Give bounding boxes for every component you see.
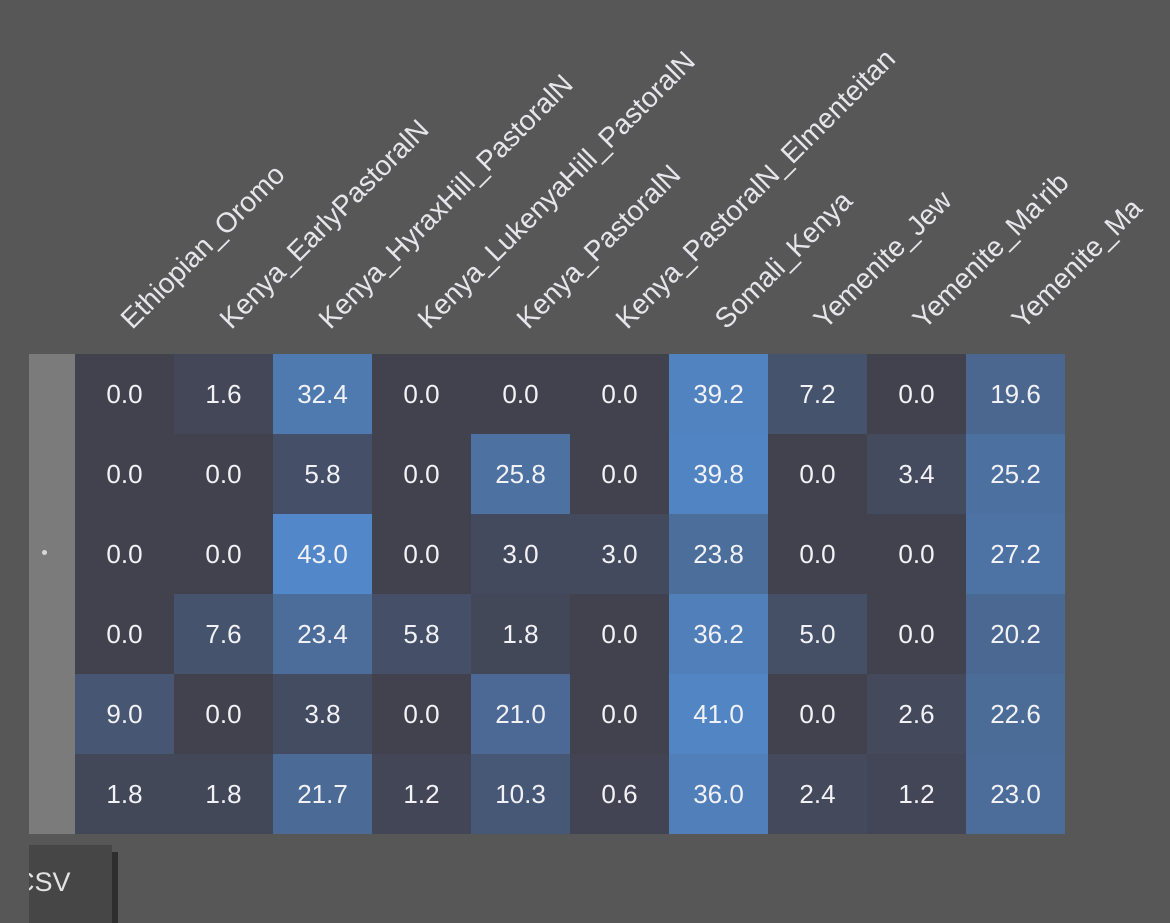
heatmap-cell: 25.2: [966, 434, 1065, 514]
heatmap-cell: 0.0: [768, 514, 867, 594]
heatmap-cell: 0.0: [570, 594, 669, 674]
heatmap-cell: 9.0: [75, 674, 174, 754]
heatmap-cell: 3.8: [273, 674, 372, 754]
heatmap-cell: 1.8: [174, 754, 273, 834]
heatmap-cell: 0.0: [174, 434, 273, 514]
heatmap-cell: 39.2: [669, 354, 768, 434]
heatmap-cell: 36.2: [669, 594, 768, 674]
heatmap-cell: 27.2: [966, 514, 1065, 594]
heatmap-cell: 36.0: [669, 754, 768, 834]
heatmap-cell: 0.0: [372, 514, 471, 594]
heatmap-cell: 0.6: [570, 754, 669, 834]
heatmap-cell: 2.4: [768, 754, 867, 834]
heatmap-cell: 3.0: [471, 514, 570, 594]
heatmap-cell: 0.0: [75, 514, 174, 594]
heatmap-cell: 22.6: [966, 674, 1065, 754]
heatmap-cell: 41.0: [669, 674, 768, 754]
heatmap-cell: 1.8: [471, 594, 570, 674]
heatmap-cell: 3.0: [570, 514, 669, 594]
heatmap-cell: 0.0: [867, 514, 966, 594]
column-header: Ethiopian_Oromo: [114, 158, 291, 335]
heatmap-cell: 5.0: [768, 594, 867, 674]
heatmap-cell: 21.7: [273, 754, 372, 834]
heatmap-cell: 43.0: [273, 514, 372, 594]
heatmap-cell: 0.0: [372, 434, 471, 514]
csv-button-label: CSV: [29, 867, 71, 897]
heatmap-cell: 20.2: [966, 594, 1065, 674]
heatmap-cell: 0.0: [570, 434, 669, 514]
heatmap-cell: 0.0: [174, 514, 273, 594]
heatmap-cell: 1.2: [372, 754, 471, 834]
heatmap-cell: 0.0: [75, 434, 174, 514]
heatmap-cell: 2.6: [867, 674, 966, 754]
heatmap-cell: 0.0: [570, 354, 669, 434]
heatmap-cell: 0.0: [768, 434, 867, 514]
heatmap-cell: 1.6: [174, 354, 273, 434]
row-marker-dot: [42, 550, 47, 555]
heatmap-cell: 23.0: [966, 754, 1065, 834]
heatmap-cell: 0.0: [867, 354, 966, 434]
heatmap-cell: 25.8: [471, 434, 570, 514]
heatmap-cell: 0.0: [867, 594, 966, 674]
heatmap-cell: 0.0: [372, 354, 471, 434]
heatmap-cell: 1.8: [75, 754, 174, 834]
heatmap-cell: 0.0: [471, 354, 570, 434]
heatmap-cell: 7.6: [174, 594, 273, 674]
heatmap-cell: 0.0: [174, 674, 273, 754]
heatmap-cell: 0.0: [768, 674, 867, 754]
heatmap-cell: 21.0: [471, 674, 570, 754]
row-gutter: [29, 354, 75, 834]
heatmap-cell: 19.6: [966, 354, 1065, 434]
heatmap-cell: 5.8: [273, 434, 372, 514]
heatmap-cell: 10.3: [471, 754, 570, 834]
heatmap-cell: 39.8: [669, 434, 768, 514]
heatmap-cell: 1.2: [867, 754, 966, 834]
heatmap-cell: 23.4: [273, 594, 372, 674]
heatmap-cell: 32.4: [273, 354, 372, 434]
heatmap-cell: 23.8: [669, 514, 768, 594]
heatmap-cell: 7.2: [768, 354, 867, 434]
csv-export-button[interactable]: CSV: [29, 845, 112, 923]
heatmap-cell: 0.0: [372, 674, 471, 754]
heatmap-cell: 3.4: [867, 434, 966, 514]
heatmap-cell: 5.8: [372, 594, 471, 674]
heatmap-cell: 0.0: [570, 674, 669, 754]
heatmap-cell: 0.0: [75, 594, 174, 674]
heatmap-cell: 0.0: [75, 354, 174, 434]
